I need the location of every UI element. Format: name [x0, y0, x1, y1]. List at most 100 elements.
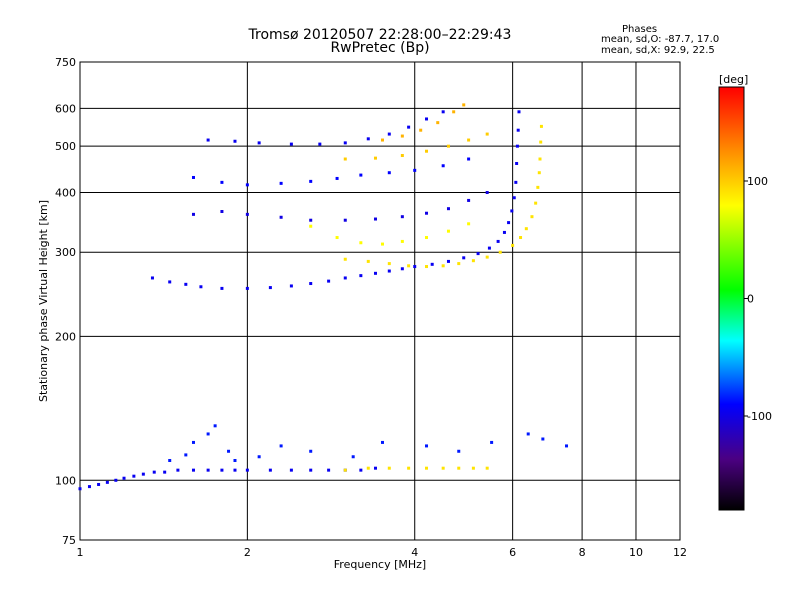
data-point [191, 175, 195, 179]
data-point [268, 468, 272, 472]
data-point [467, 138, 471, 142]
x-tick-label: 12 [673, 546, 687, 559]
data-point [485, 466, 489, 470]
data-point [309, 468, 313, 472]
x-tick-label: 10 [629, 546, 643, 559]
y-axis-ticks: 75 100 200 300 400 500 600 750 [55, 56, 76, 547]
data-point [425, 444, 429, 448]
data-point [507, 221, 511, 225]
data-point [425, 466, 429, 470]
data-point [407, 125, 411, 129]
data-point [220, 180, 224, 184]
data-point [359, 274, 363, 278]
data-point [335, 176, 339, 180]
data-point [487, 246, 491, 250]
data-point [220, 210, 224, 214]
data-point [400, 154, 404, 158]
y-tick-label: 200 [55, 330, 76, 343]
data-point [526, 432, 530, 436]
data-point [436, 121, 440, 125]
data-point [245, 286, 249, 290]
data-point [467, 222, 471, 226]
data-point [387, 262, 391, 266]
data-point [419, 128, 423, 132]
chart-subtitle: RwPretec (Bp) [330, 40, 430, 56]
data-point [516, 128, 520, 132]
plot-frame [79, 61, 681, 541]
data-point [351, 455, 355, 459]
data-point [245, 212, 249, 216]
data-point [359, 468, 363, 472]
data-point [206, 432, 210, 436]
x-axis-label: Frequency [MHz] [334, 558, 426, 571]
data-point [541, 437, 545, 441]
data-point [441, 466, 445, 470]
data-point [279, 215, 283, 219]
data-point [335, 236, 339, 240]
data-point [413, 265, 417, 269]
data-point [536, 185, 540, 189]
data-point [359, 241, 363, 245]
y-tick-label: 75 [62, 534, 76, 547]
data-point [425, 149, 429, 153]
chart-title: Tromsø 20120507 22:28:00–22:29:43 [248, 27, 512, 43]
data-point [441, 110, 445, 114]
data-point [233, 458, 237, 462]
data-point [407, 466, 411, 470]
data-point [279, 444, 283, 448]
data-point [220, 468, 224, 472]
data-point [457, 262, 461, 266]
data-point [366, 259, 370, 263]
data-point [343, 468, 347, 472]
data-point [407, 264, 411, 268]
data-point [514, 180, 518, 184]
data-point [400, 239, 404, 243]
data-point [471, 466, 475, 470]
data-point [220, 286, 224, 290]
data-point [309, 179, 313, 183]
data-point [446, 229, 450, 233]
data-point [457, 449, 461, 453]
data-point [373, 217, 377, 221]
data-point [366, 137, 370, 141]
colorbar-tick-label: 0 [747, 293, 754, 306]
x-axis-ticks: 1 2 4 6 8 10 12 [77, 546, 688, 559]
data-point [515, 144, 519, 148]
data-point [537, 171, 541, 175]
data-point [498, 250, 502, 254]
data-point [524, 227, 528, 231]
data-point [257, 141, 261, 145]
data-point [343, 257, 347, 261]
data-point [199, 285, 203, 289]
data-point [206, 468, 210, 472]
data-point [245, 183, 249, 187]
data-point [512, 196, 516, 200]
data-point [327, 468, 331, 472]
y-tick-label: 600 [55, 102, 76, 115]
colorbar-ticks: 100 0 -100 [744, 175, 772, 423]
data-point [373, 271, 377, 275]
x-tick-label: 8 [579, 546, 586, 559]
data-point [380, 138, 384, 142]
y-tick-label: 500 [55, 140, 76, 153]
y-tick-label: 300 [55, 246, 76, 259]
x-tick-label: 1 [77, 546, 84, 559]
data-point [105, 480, 109, 484]
data-point [380, 440, 384, 444]
data-point [510, 209, 514, 213]
data-point [309, 282, 313, 286]
data-point [184, 453, 188, 457]
data-point [430, 262, 434, 266]
data-point [530, 215, 534, 219]
data-point [289, 468, 293, 472]
data-point [441, 264, 445, 268]
data-point [343, 218, 347, 222]
data-point [141, 472, 145, 476]
data-point [476, 252, 480, 256]
data-point [400, 215, 404, 219]
data-point [343, 157, 347, 161]
data-point [268, 286, 272, 290]
data-point [257, 455, 261, 459]
data-point [163, 470, 167, 474]
data-point [373, 466, 377, 470]
